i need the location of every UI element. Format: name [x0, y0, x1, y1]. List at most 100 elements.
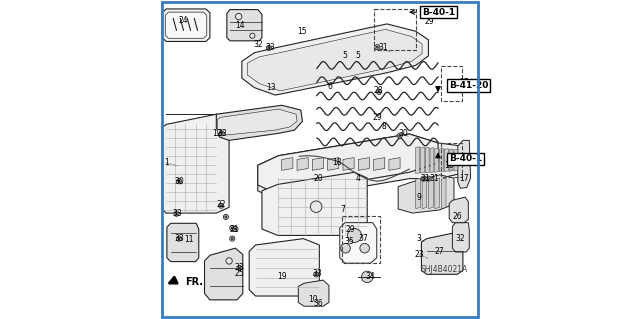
Polygon shape — [444, 149, 448, 172]
Text: 6: 6 — [327, 82, 332, 91]
Circle shape — [237, 265, 242, 271]
Polygon shape — [297, 158, 308, 170]
Polygon shape — [247, 29, 422, 91]
Circle shape — [376, 89, 381, 94]
Polygon shape — [440, 148, 444, 172]
Text: 36: 36 — [314, 299, 323, 308]
Polygon shape — [165, 12, 207, 38]
Bar — [374, 9, 416, 50]
Text: 21: 21 — [229, 225, 239, 234]
Circle shape — [316, 273, 317, 275]
Text: 3: 3 — [417, 234, 421, 243]
Text: 13: 13 — [266, 83, 275, 92]
Text: 32: 32 — [455, 234, 465, 243]
Text: 22: 22 — [216, 200, 226, 209]
Text: 8: 8 — [381, 122, 386, 131]
Text: 33: 33 — [173, 209, 182, 218]
Circle shape — [378, 91, 380, 93]
Polygon shape — [216, 105, 303, 140]
Circle shape — [220, 205, 222, 207]
Circle shape — [226, 258, 232, 264]
Polygon shape — [452, 223, 469, 252]
Circle shape — [426, 176, 431, 181]
Text: 9: 9 — [417, 193, 421, 202]
Text: 24: 24 — [178, 16, 188, 25]
Circle shape — [268, 47, 270, 49]
Polygon shape — [454, 149, 458, 171]
Polygon shape — [458, 140, 470, 188]
Circle shape — [421, 176, 426, 181]
Circle shape — [175, 213, 177, 215]
Text: 28: 28 — [374, 86, 383, 95]
Polygon shape — [416, 147, 420, 174]
Circle shape — [239, 267, 241, 269]
Text: B-41-20: B-41-20 — [449, 81, 488, 90]
Circle shape — [219, 131, 224, 136]
Text: SHJ4B4021A: SHJ4B4021A — [420, 265, 468, 274]
Text: 19: 19 — [277, 272, 287, 281]
Text: 20: 20 — [314, 174, 323, 182]
Circle shape — [422, 178, 424, 180]
Text: 1: 1 — [164, 158, 168, 167]
Circle shape — [375, 45, 380, 50]
Text: 5: 5 — [342, 51, 348, 60]
Bar — [440, 143, 462, 177]
Circle shape — [362, 271, 373, 283]
Polygon shape — [374, 158, 385, 170]
Text: 14: 14 — [235, 21, 244, 30]
Circle shape — [310, 201, 322, 212]
Text: 25: 25 — [235, 269, 244, 278]
Circle shape — [376, 46, 378, 48]
Text: 16: 16 — [444, 161, 454, 170]
Text: 5: 5 — [355, 51, 360, 60]
Polygon shape — [167, 223, 199, 262]
Circle shape — [231, 227, 233, 229]
Polygon shape — [328, 158, 339, 170]
Polygon shape — [430, 148, 434, 173]
Text: 35: 35 — [345, 237, 355, 246]
Polygon shape — [449, 197, 468, 223]
Circle shape — [174, 211, 179, 216]
Circle shape — [428, 178, 429, 180]
Text: 26: 26 — [452, 212, 462, 221]
Polygon shape — [262, 172, 367, 235]
Polygon shape — [425, 147, 429, 173]
Polygon shape — [162, 114, 229, 213]
Polygon shape — [435, 178, 440, 209]
Circle shape — [348, 228, 362, 242]
Circle shape — [250, 33, 255, 38]
Text: 31: 31 — [420, 174, 430, 182]
Polygon shape — [441, 178, 446, 209]
Text: 29: 29 — [346, 225, 355, 234]
Circle shape — [233, 226, 238, 232]
Polygon shape — [258, 134, 438, 195]
Text: 37: 37 — [358, 234, 368, 243]
Text: 33: 33 — [312, 269, 322, 278]
Text: 33: 33 — [174, 234, 184, 243]
Polygon shape — [340, 223, 377, 263]
Circle shape — [314, 272, 319, 277]
Polygon shape — [298, 280, 329, 306]
Polygon shape — [428, 178, 433, 209]
Circle shape — [397, 133, 403, 138]
Circle shape — [221, 132, 223, 134]
Text: 30: 30 — [398, 129, 408, 138]
Text: 33: 33 — [235, 263, 244, 272]
Circle shape — [230, 226, 235, 231]
Text: 12: 12 — [212, 129, 222, 138]
Circle shape — [266, 45, 271, 50]
Polygon shape — [312, 158, 323, 170]
Circle shape — [231, 238, 233, 240]
Polygon shape — [422, 233, 463, 274]
Polygon shape — [449, 149, 453, 171]
Text: 34: 34 — [365, 272, 375, 281]
Polygon shape — [422, 178, 427, 209]
Text: 31: 31 — [429, 174, 439, 182]
Polygon shape — [162, 9, 210, 41]
Polygon shape — [282, 158, 293, 170]
Text: B-40-1: B-40-1 — [449, 154, 483, 163]
Circle shape — [234, 228, 236, 230]
Circle shape — [230, 236, 235, 241]
Polygon shape — [435, 148, 438, 172]
Circle shape — [177, 179, 182, 184]
